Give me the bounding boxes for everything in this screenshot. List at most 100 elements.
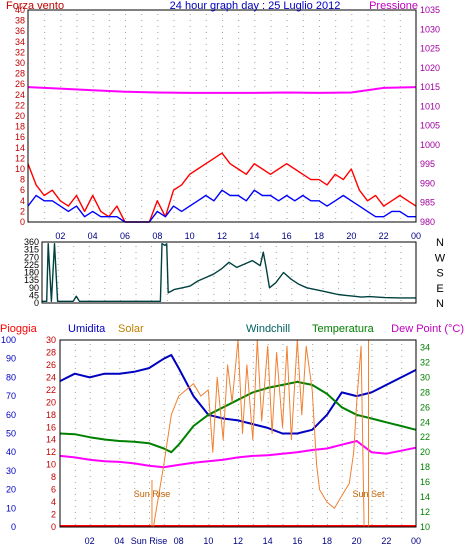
- grid-dot: [351, 38, 353, 39]
- grid-dot: [104, 476, 106, 477]
- grid-dot: [302, 50, 304, 51]
- grid-dot: [302, 164, 304, 165]
- grid-dot: [297, 518, 299, 519]
- grid-dot: [386, 356, 388, 357]
- grid-dot: [134, 458, 136, 459]
- temperature-tick-label: 12: [420, 507, 430, 517]
- grid-dot: [238, 518, 239, 519]
- grid-dot: [282, 518, 284, 519]
- grid-dot: [275, 264, 277, 265]
- direction-tick-label: 45: [29, 290, 39, 300]
- grid-dot: [341, 350, 343, 351]
- grid-dot: [108, 194, 110, 195]
- grid-dot: [104, 446, 106, 447]
- grid-dot: [141, 122, 143, 123]
- wind-tick-label: 38: [15, 16, 25, 26]
- grid-dot: [223, 452, 225, 453]
- grid-dot: [178, 404, 180, 405]
- grid-dot: [291, 270, 293, 271]
- grid-dot: [341, 476, 343, 477]
- grid-dot: [297, 428, 299, 429]
- grid-dot: [163, 518, 165, 519]
- grid-dot: [286, 80, 288, 81]
- legend-solar: Solar: [118, 323, 144, 335]
- grid-dot: [141, 98, 143, 99]
- grid-dot: [141, 128, 143, 129]
- grid-dot: [286, 86, 288, 87]
- grid-dot: [44, 26, 46, 27]
- grid-dot: [135, 288, 137, 289]
- grid-dot: [297, 422, 299, 423]
- grid-dot: [163, 350, 165, 351]
- grid-dot: [173, 194, 175, 195]
- grid-dot: [104, 386, 106, 387]
- grid-dot: [222, 110, 223, 111]
- grid-dot: [60, 122, 62, 123]
- grid-dot: [351, 44, 353, 45]
- grid-dot: [205, 182, 207, 183]
- grid-dot: [223, 392, 225, 393]
- grid-dot: [92, 188, 94, 189]
- grid-dot: [384, 294, 386, 295]
- grid-dot: [302, 140, 304, 141]
- grid-dot: [401, 368, 403, 369]
- grid-dot: [163, 434, 165, 435]
- grid-dot: [44, 212, 46, 213]
- grid-dot: [254, 68, 256, 69]
- grid-dot: [238, 128, 240, 129]
- grid-dot: [193, 494, 195, 495]
- grid-dot: [341, 488, 343, 489]
- grid-dot: [267, 344, 269, 345]
- grid-dot: [108, 92, 110, 93]
- grid-dot: [399, 158, 401, 159]
- grid-dot: [327, 422, 328, 423]
- grid-dot: [119, 494, 121, 495]
- wind-tick-label: 24: [15, 90, 25, 100]
- axis-labels: 0246810121416182022242628303234363840980…: [1, 5, 446, 546]
- rain-tick-label: 6: [51, 485, 56, 495]
- grid-dot: [383, 98, 385, 99]
- grid-dot: [229, 282, 230, 283]
- grid-dot: [189, 104, 191, 105]
- humidity-tick-label: 80: [6, 372, 16, 382]
- grid-dot: [208, 506, 210, 507]
- humidity-tick-label: 50: [6, 429, 16, 439]
- grid-dot: [353, 276, 355, 277]
- grid-dot: [125, 128, 126, 129]
- grid-dot: [173, 218, 175, 219]
- grid-dot: [193, 398, 195, 399]
- grid-dot: [92, 104, 94, 105]
- grid-dot: [383, 188, 385, 189]
- wind-tick-label: 40: [15, 5, 25, 15]
- grid-dot: [341, 380, 343, 381]
- grid-dot: [189, 134, 191, 135]
- grid-dot: [260, 270, 262, 271]
- grid-dot: [351, 80, 353, 81]
- wind-tick-label: 12: [15, 153, 25, 163]
- grid-dot: [135, 246, 137, 247]
- grid-dot: [173, 98, 175, 99]
- grid-dot: [282, 398, 284, 399]
- grid-dot: [189, 176, 191, 177]
- grid-dot: [270, 218, 272, 219]
- grid-dot: [399, 182, 401, 183]
- grid-dot: [76, 152, 78, 153]
- grid-dot: [383, 104, 385, 105]
- grid-dot: [60, 14, 62, 15]
- grid-dot: [44, 50, 46, 51]
- grid-dot: [73, 264, 75, 265]
- grid-dot: [319, 80, 320, 81]
- grid-dot: [44, 20, 46, 21]
- hour-label: 14: [249, 231, 259, 241]
- grid-dot: [252, 368, 254, 369]
- grid-dot: [163, 386, 165, 387]
- grid-dot: [205, 176, 207, 177]
- grid-dot: [141, 20, 143, 21]
- grid-dot: [76, 164, 78, 165]
- grid-dot: [178, 452, 180, 453]
- grid-dot: [319, 68, 320, 69]
- grid-dot: [108, 32, 110, 33]
- direction-tick-label: 360: [24, 237, 39, 247]
- grid-dot: [104, 356, 106, 357]
- grid-dot: [213, 258, 215, 259]
